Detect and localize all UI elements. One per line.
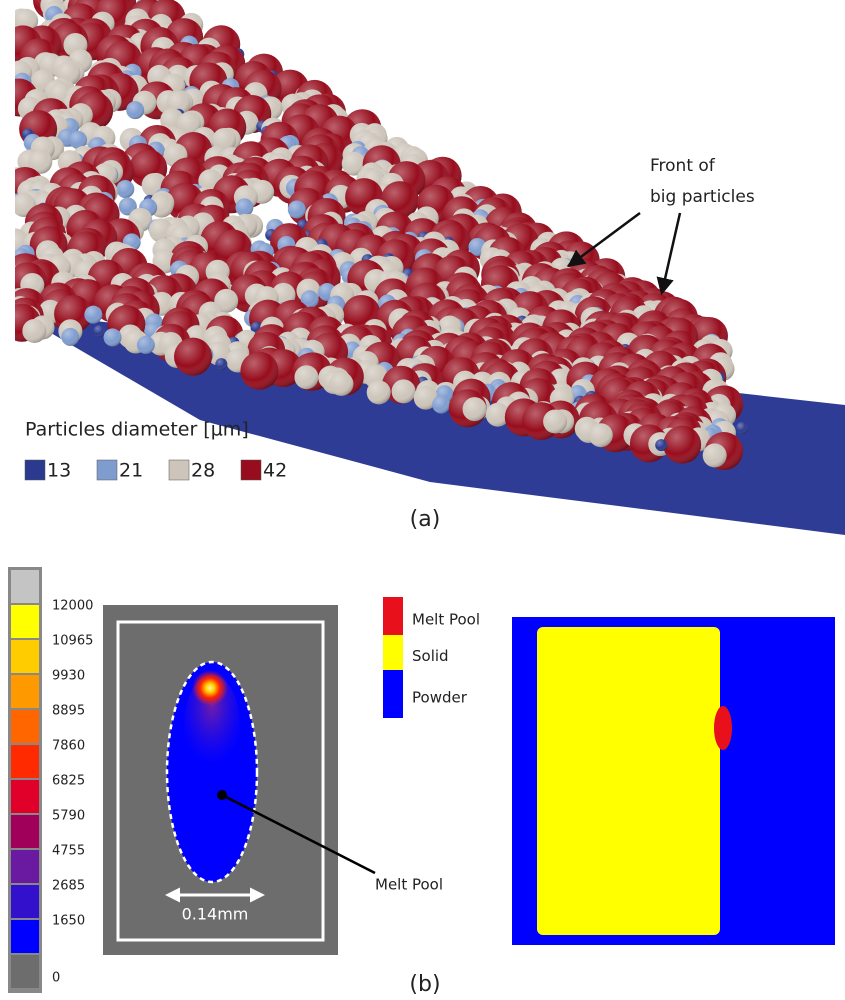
colorbar-label: 5790 [52,809,85,824]
particle-shade [240,352,278,390]
legend-label: 21 [119,460,143,482]
solid-region [537,627,720,935]
particle-shade [663,426,701,464]
particle-shade [93,325,105,337]
particle-shade [294,365,318,389]
particle-shade [22,319,46,343]
colorbar-label: 0 [52,971,60,986]
particle-shade [589,423,613,447]
legend-title: Particles diameter [µm] [25,419,249,441]
colorbar-band [11,955,39,988]
colorbar-band [11,570,39,603]
colorbar-band [11,780,39,813]
colorbar-band [11,640,39,673]
legend-swatch [383,597,403,635]
colorbar-label: 7860 [52,739,85,754]
legend-swatch [169,460,189,480]
colorbar-label: 10965 [52,634,93,649]
particle-shade [288,200,306,218]
arrow [662,213,680,292]
colorbar-band [11,885,39,918]
colorbar: 12000 10965 9930 8895 7860 6825 5790 4755 2685 16… [8,567,93,993]
legend: 13 21 28 42 [25,460,287,482]
particle-shade [392,379,416,403]
legend-label: 28 [191,460,215,482]
colorbar-label: 8895 [52,704,85,719]
colorbar-band [11,850,39,883]
legend-label: Melt Pool [412,611,480,629]
particle-shade [367,380,391,404]
melt-pool-region [714,706,732,750]
colorbar-label: 4755 [52,844,85,859]
hot-spot [192,670,228,706]
colorbar-band [11,920,39,953]
colorbar-band [11,710,39,743]
colorbar-label: 1650 [52,914,85,929]
legend-swatch [97,460,117,480]
particle-shade [61,328,79,346]
figure: Front of big particles Particles diamete… [0,0,845,1000]
legend-swatch [241,460,261,480]
particle-shade [137,336,155,354]
particle-shade [126,101,144,119]
colorbar-label: 2685 [52,879,85,894]
colorbar-label: 9930 [52,669,85,684]
legend: Melt Pool Solid Powder [383,597,480,718]
legend-label: Powder [412,689,468,707]
legend-swatch [383,635,403,670]
panel-label: (a) [410,507,441,532]
particle-shade [329,372,353,396]
legend-swatch [25,460,45,480]
particle-shade [432,396,450,414]
particle-shade [104,328,122,346]
particle-shade [235,198,253,216]
scale-label: 0.14mm [182,905,249,924]
particle-shade [116,180,134,198]
colorbar-band [11,605,39,638]
particle-shade [655,439,667,451]
particle-shade [463,397,487,421]
colorbar-band [11,745,39,778]
particle-shade [174,338,212,376]
annotation: big particles [650,187,755,207]
colorbar-label: 6825 [52,774,85,789]
colorbar-label: 12000 [52,599,93,614]
colorbar-band [11,675,39,708]
pointer-label: Melt Pool [375,876,443,894]
particle-shade [736,422,748,434]
legend-label: Solid [412,647,449,665]
particle-shade [84,306,102,324]
particle-pile [0,0,748,470]
panel-label: (b) [409,972,440,997]
particle-shade [703,443,727,467]
particle-shade [215,358,227,370]
legend-label: 42 [263,460,287,482]
colorbar-band [11,815,39,848]
legend-swatch [383,670,403,718]
legend-label: 13 [47,460,71,482]
crop [0,0,15,400]
annotation: Front of [650,156,716,176]
particle-shade [543,409,567,433]
